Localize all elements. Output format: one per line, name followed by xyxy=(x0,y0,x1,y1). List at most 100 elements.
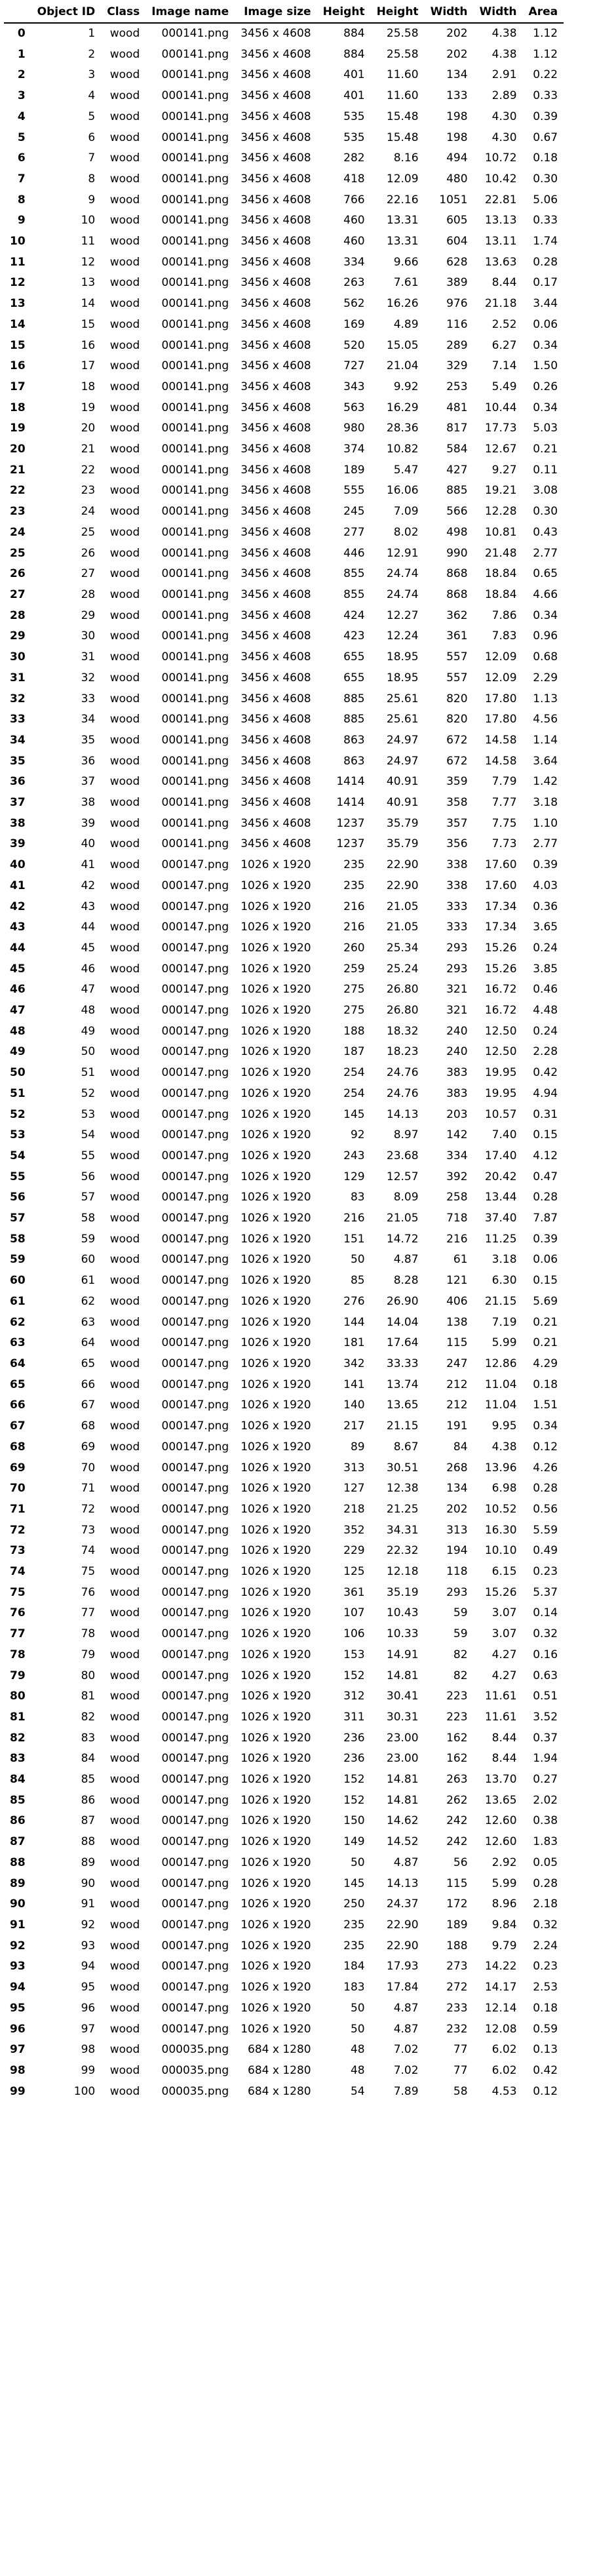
table-cell: 8.96 xyxy=(491,1897,517,1911)
table-cell: 000141.png xyxy=(161,109,229,123)
table-cell: 460 xyxy=(343,214,365,228)
table-cell: 254 xyxy=(343,1086,365,1100)
table-cell: 21.05 xyxy=(386,900,419,913)
table-cell: 334 xyxy=(343,255,365,269)
column-header: Width xyxy=(473,1,523,24)
table-cell: 000141.png xyxy=(161,151,229,165)
table-cell: 19.21 xyxy=(484,484,517,498)
table-cell: 10.43 xyxy=(386,1606,419,1620)
table-cell: 84 xyxy=(453,1440,468,1454)
table-cell: 236 xyxy=(343,1752,365,1766)
table-cell: 000147.png xyxy=(161,1897,229,1911)
table-cell: 1026 x 1920 xyxy=(241,1461,311,1475)
table-row: 26 27 wood 000141.png 3456 x 4608 855 24.74 868… xyxy=(4,564,564,585)
table-cell: 000147.png xyxy=(161,1690,229,1703)
table-cell: 13.96 xyxy=(484,1461,517,1475)
table-cell: 162 xyxy=(446,1731,468,1745)
table-cell: 6 xyxy=(88,130,96,144)
table-cell: 000147.png xyxy=(161,1149,229,1162)
table-cell: 17.93 xyxy=(386,1960,419,1973)
table-cell: 605 xyxy=(446,214,468,228)
table-row: 49 50 wood 000147.png 1026 x 1920 187 18.23 240… xyxy=(4,1042,564,1063)
table-row: 39 40 wood 000141.png 3456 x 4608 1237 35.79 35… xyxy=(4,834,564,855)
table-cell: 817 xyxy=(446,422,468,435)
table-cell: 66 xyxy=(81,1377,96,1391)
table-cell: 3456 x 4608 xyxy=(241,608,311,622)
table-cell: 1026 x 1920 xyxy=(241,1294,311,1308)
table-cell: wood xyxy=(109,1377,140,1391)
table-cell: 50 xyxy=(350,2001,365,2015)
table-cell: 80 xyxy=(81,1669,96,1682)
row-index: 99 xyxy=(10,2084,26,2098)
table-cell: 1026 x 1920 xyxy=(241,1544,311,1558)
table-cell: 25.58 xyxy=(386,47,419,61)
table-cell: 25.24 xyxy=(386,962,419,976)
table-cell: 1.51 xyxy=(533,1398,558,1412)
table-cell: 78 xyxy=(81,1627,96,1641)
table-row: 56 57 wood 000147.png 1026 x 1920 83 8.09 258 13… xyxy=(4,1187,564,1208)
table-row: 89 90 wood 000147.png 1026 x 1920 145 14.13 115… xyxy=(4,1874,564,1895)
table-cell: 125 xyxy=(343,1565,365,1579)
table-cell: wood xyxy=(109,713,140,726)
table-cell: 357 xyxy=(446,816,468,830)
table-cell: 12.60 xyxy=(484,1814,517,1828)
table-cell: 000147.png xyxy=(161,941,229,955)
table-cell: 3456 x 4608 xyxy=(241,713,311,726)
row-index: 91 xyxy=(10,1918,26,1932)
table-cell: 216 xyxy=(343,900,365,913)
table-row: 42 43 wood 000147.png 1026 x 1920 216 21.05 333… xyxy=(4,897,564,918)
table-cell: 406 xyxy=(446,1294,468,1308)
row-index: 68 xyxy=(10,1440,26,1454)
table-cell: 12.08 xyxy=(484,2022,517,2036)
row-index: 44 xyxy=(10,941,26,955)
row-index: 41 xyxy=(10,879,26,892)
table-cell: 77 xyxy=(453,2063,468,2077)
row-index: 59 xyxy=(10,1253,26,1267)
table-row: 34 35 wood 000141.png 3456 x 4608 863 24.97 672… xyxy=(4,730,564,751)
table-cell: 0.65 xyxy=(533,567,558,581)
table-cell: 7.87 xyxy=(533,1212,558,1225)
table-cell: 5.99 xyxy=(491,1876,517,1890)
row-index: 89 xyxy=(10,1876,26,1890)
table-row: 80 81 wood 000147.png 1026 x 1920 312 30.41 223… xyxy=(4,1686,564,1707)
table-cell: 1026 x 1920 xyxy=(241,879,311,892)
table-cell: 293 xyxy=(446,1585,468,1599)
table-cell: 3456 x 4608 xyxy=(241,193,311,207)
table-cell: 418 xyxy=(343,172,365,186)
table-header: Object ID Class Image name Image size Height… xyxy=(4,1,564,24)
table-cell: 89 xyxy=(81,1855,96,1869)
table-cell: 188 xyxy=(446,1939,468,1952)
table-cell: 18.32 xyxy=(386,1024,419,1038)
table-cell: 58 xyxy=(81,1212,96,1225)
table-cell: 000141.png xyxy=(161,235,229,248)
table-cell: 7.40 xyxy=(491,1128,517,1142)
table-cell: 11.61 xyxy=(484,1690,517,1703)
table-cell: 2.02 xyxy=(533,1793,558,1807)
table-cell: 17.60 xyxy=(484,879,517,892)
table-cell: 87 xyxy=(81,1814,96,1828)
table-cell: 15.26 xyxy=(484,962,517,976)
table-cell: 129 xyxy=(343,1170,365,1183)
table-cell: 000147.png xyxy=(161,1336,229,1350)
table-cell: 17.80 xyxy=(484,713,517,726)
row-index: 58 xyxy=(10,1232,26,1246)
table-cell: 75 xyxy=(81,1565,96,1579)
table-cell: 000141.png xyxy=(161,422,229,435)
table-cell: 293 xyxy=(446,962,468,976)
table-cell: 188 xyxy=(343,1024,365,1038)
table-cell: wood xyxy=(109,1918,140,1932)
row-index: 1 xyxy=(17,47,26,61)
table-cell: 3456 x 4608 xyxy=(241,151,311,165)
table-row: 28 29 wood 000141.png 3456 x 4608 424 12.27 362… xyxy=(4,606,564,627)
table-cell: 276 xyxy=(343,1294,365,1308)
table-row: 32 33 wood 000141.png 3456 x 4608 885 25.61 820… xyxy=(4,689,564,710)
table-cell: 1026 x 1920 xyxy=(241,1773,311,1787)
table-cell: 11.60 xyxy=(386,89,419,103)
table-cell: 282 xyxy=(343,151,365,165)
table-row: 93 94 wood 000147.png 1026 x 1920 184 17.93 273… xyxy=(4,1956,564,1977)
table-cell: 0.24 xyxy=(533,1024,558,1038)
table-cell: 000141.png xyxy=(161,89,229,103)
table-cell: 2 xyxy=(88,47,96,61)
table-cell: 000141.png xyxy=(161,463,229,477)
table-row: 78 79 wood 000147.png 1026 x 1920 153 14.91 82 4… xyxy=(4,1645,564,1666)
